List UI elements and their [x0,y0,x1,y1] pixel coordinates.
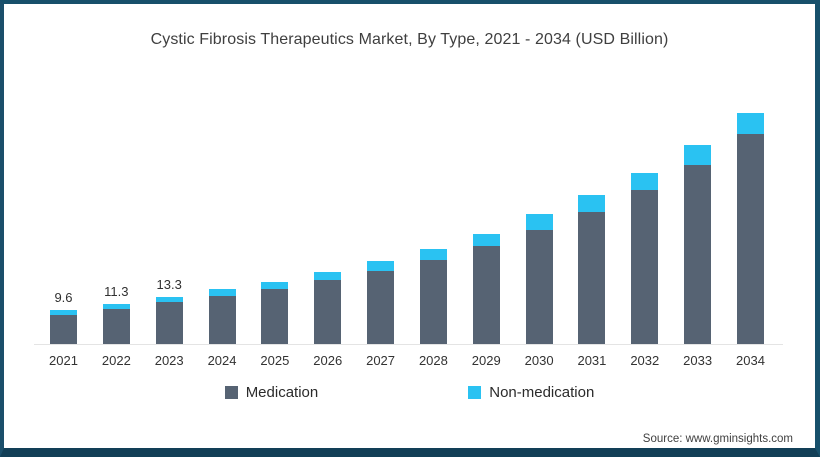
bar-value-label-2022: 11.3 [104,283,129,299]
bar-group-2022: 11.3 2022 [102,4,131,368]
x-axis-label-2029: 2029 [471,353,501,368]
x-axis-label-2030: 2030 [524,353,554,368]
legend-item-non-medication: Non-medication [468,384,594,401]
legend: Medication Non-medication [4,384,815,401]
bar-group-2026: 2026 [313,4,342,368]
x-axis-label-2032: 2032 [630,353,660,368]
legend-item-medication: Medication [224,384,319,401]
bar-segment-non-medication-2034 [736,112,764,135]
bar-group-2031: 2031 [577,4,606,368]
bar-segment-non-medication-2026 [314,271,342,281]
x-axis-line [34,344,783,345]
bar-value-label-2021: 9.6 [54,289,73,305]
bar-group-2025: 2025 [260,4,289,368]
bar-segment-non-medication-2032 [631,172,659,190]
bar-segment-medication-2024 [208,295,236,344]
bar-segment-non-medication-2023 [155,296,183,303]
bar-value-label-2023: 13.3 [156,276,182,292]
bar-segment-medication-2033 [684,165,712,344]
x-axis-label-2034: 2034 [736,353,765,368]
bar-segment-medication-2027 [367,271,395,344]
bar-segment-non-medication-2027 [367,261,395,272]
bar-segment-non-medication-2024 [208,289,236,296]
bar-segment-medication-2031 [578,211,606,344]
x-axis-label-2021: 2021 [49,353,78,368]
x-axis-label-2026: 2026 [313,353,343,368]
bar-segment-non-medication-2025 [261,281,289,289]
x-axis-label-2033: 2033 [683,353,713,368]
bar-group-2027: 2027 [366,4,395,368]
medication-swatch-icon [224,386,238,399]
bar-segment-non-medication-2022 [102,303,130,310]
bar-group-2032: 2032 [630,4,659,368]
bar-group-2034: 2034 [736,4,765,368]
bar-group-2028: 2028 [419,4,448,368]
bars-container: 9.6 2021 11.3 2022 13.3 2023 2024 2025 2026 2027 2… [49,4,765,368]
chart-title: Cystic Fibrosis Therapeutics Market, By … [150,31,669,48]
bar-segment-medication-2034 [736,134,764,344]
x-axis-label-2025: 2025 [260,353,290,368]
bar-segment-medication-2029 [472,246,500,344]
x-axis-label-2028: 2028 [418,353,448,368]
plot-area: 9.6 2021 11.3 2022 13.3 2023 2024 2025 2026 2027 2… [4,4,815,368]
bar-group-2024: 2024 [208,4,236,368]
bar-segment-medication-2023 [155,302,183,344]
bar-segment-non-medication-2033 [684,145,712,166]
bar-segment-non-medication-2021 [50,309,77,315]
x-axis-label-2024: 2024 [207,353,237,368]
bar-group-2023: 13.3 2023 [155,4,184,368]
bar-group-2029: 2029 [472,4,501,368]
x-axis-label-2031: 2031 [577,353,607,368]
bar-segment-non-medication-2028 [419,248,447,260]
x-axis-label-2027: 2027 [366,353,396,368]
bar-segment-medication-2021 [50,314,77,344]
bar-segment-medication-2026 [314,280,342,344]
bar-segment-non-medication-2031 [578,195,606,212]
legend-label-medication: Medication [245,384,319,401]
legend-label-non-medication: Non-medication [489,384,595,401]
x-axis-label-2023: 2023 [154,353,184,368]
bar-segment-medication-2028 [419,259,447,344]
bar-segment-medication-2022 [102,309,130,344]
bar-group-2021: 9.6 2021 [49,4,78,368]
x-axis-label-2022: 2022 [101,353,131,368]
bar-segment-medication-2030 [525,230,553,344]
bar-segment-medication-2032 [631,189,659,344]
bar-group-2030: 2030 [525,4,554,368]
bar-segment-non-medication-2030 [525,214,553,231]
non-medication-swatch-icon [468,386,482,399]
bar-group-2033: 2033 [683,4,712,368]
bar-segment-non-medication-2029 [472,233,500,247]
source-text: Source: www.gminsights.com [642,433,793,445]
bar-segment-medication-2025 [261,288,289,344]
